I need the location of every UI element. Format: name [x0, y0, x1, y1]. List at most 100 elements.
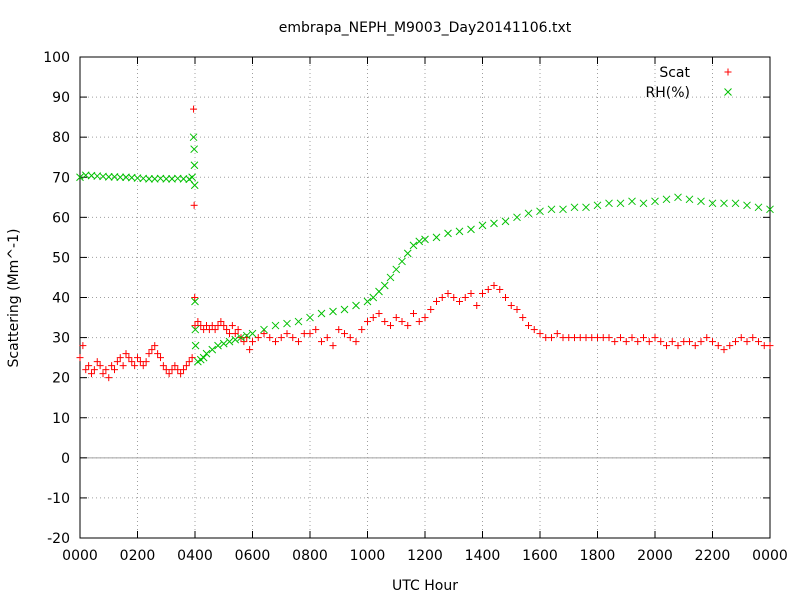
rh-point [743, 201, 751, 210]
scat-point [726, 342, 734, 350]
scat-point [125, 354, 133, 362]
scat-point [190, 105, 198, 113]
scat-point [749, 334, 757, 342]
rh-point [104, 172, 113, 181]
rh-point [415, 237, 424, 246]
rh-point [708, 199, 717, 208]
y-tick-label: 40 [52, 291, 70, 307]
rh-point [237, 333, 245, 342]
scat-point [190, 201, 198, 209]
rh-point [317, 309, 326, 318]
scat-point [194, 318, 202, 326]
scat-point [148, 346, 156, 354]
rh-point [513, 213, 521, 222]
rh-point [190, 161, 199, 170]
scat-point [116, 354, 124, 362]
rh-point [651, 197, 659, 206]
scat-point [450, 294, 458, 301]
scat-point [191, 294, 199, 301]
scat-point [398, 318, 406, 326]
rh-point [605, 199, 613, 208]
rh-point [225, 337, 234, 346]
scat-point [277, 334, 285, 342]
x-tick-label: 2000 [637, 548, 673, 564]
x-tick-label: 0400 [177, 548, 213, 564]
rh-point [294, 317, 303, 326]
scat-point [231, 330, 239, 338]
scat-point [369, 314, 377, 322]
rh-point [145, 174, 153, 183]
rh-point [116, 173, 125, 182]
rh-point [628, 197, 636, 206]
scat-point [99, 370, 107, 378]
legend: Scat RH(%) [646, 65, 732, 101]
scat-point [157, 354, 164, 362]
y-tick-label: 0 [61, 451, 70, 467]
rh-point [593, 201, 602, 210]
rh-point [766, 205, 774, 214]
y-tick-label: 100 [43, 50, 70, 66]
x-tick-labels: 0000 0200 0400 0600 0800 1000 1200 1400 1600 1800… [62, 548, 788, 564]
scat-point [686, 338, 693, 346]
series-layer [76, 105, 774, 382]
scat-point [479, 289, 486, 297]
scat-point [755, 338, 762, 346]
rh-point [467, 225, 475, 234]
legend-marker-scat [724, 68, 732, 76]
rh-point [219, 339, 228, 348]
rh-point [444, 229, 452, 238]
scat-point [617, 334, 624, 342]
scat-point [346, 334, 354, 342]
scat-point [421, 314, 429, 322]
scat-point [341, 330, 348, 338]
scat-point [720, 346, 728, 354]
scat-point [732, 338, 739, 346]
rh-point [720, 199, 728, 208]
scat-point [128, 358, 136, 366]
rh-point [208, 345, 217, 354]
scat-point [113, 358, 121, 366]
rh-point [501, 217, 510, 226]
scat-point [766, 342, 774, 350]
scat-point [375, 310, 383, 318]
scat-point [323, 334, 331, 342]
y-axis-title: Scattering (Mm^-1) [6, 229, 22, 368]
scat-point [312, 326, 320, 334]
scat-point [553, 330, 561, 338]
scat-point [180, 366, 187, 374]
rh-point [162, 174, 171, 183]
rh-point [76, 173, 84, 182]
rh-point [478, 221, 487, 230]
chart-title: embrapa_NEPH_M9003_Day20141106.txt [279, 20, 572, 36]
grid [80, 57, 770, 538]
scat-point [142, 358, 150, 366]
scat-point [427, 306, 435, 314]
scat-point [283, 330, 291, 338]
series-scat [76, 105, 774, 382]
rh-point [409, 241, 418, 250]
rh-point [697, 197, 705, 206]
x-tick-label: 1800 [580, 548, 616, 564]
scat-point [223, 326, 231, 334]
rh-point [191, 325, 200, 334]
x-tick-label: 1000 [350, 548, 386, 564]
rh-point [570, 203, 579, 212]
x-tick-label: 1400 [465, 548, 501, 564]
scat-point [165, 370, 173, 378]
scat-point [79, 342, 87, 350]
scat-point [151, 342, 159, 350]
scat-point [122, 350, 130, 358]
scat-point [217, 318, 225, 326]
rh-point [432, 233, 441, 242]
scat-point [651, 334, 659, 342]
scat-point [185, 358, 193, 366]
scat-point [272, 338, 279, 346]
scat-point [177, 370, 185, 378]
x-tick-label: 0200 [120, 548, 156, 564]
rh-point [260, 325, 268, 334]
scat-point [105, 374, 113, 382]
scat-point [93, 358, 101, 366]
rh-point [231, 335, 240, 344]
x-tick-label: 2200 [695, 548, 731, 564]
scat-point [530, 326, 538, 334]
